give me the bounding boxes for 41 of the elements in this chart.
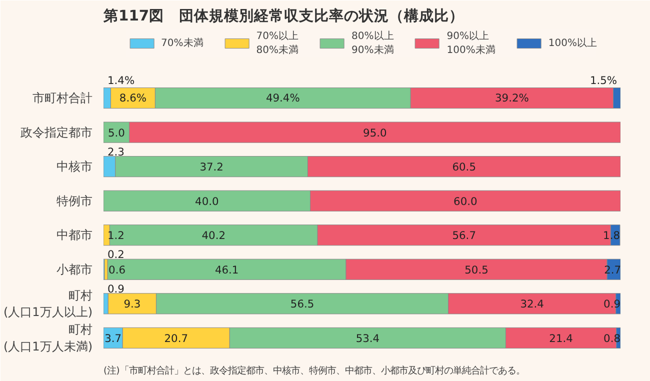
data-label: 2.3 xyxy=(108,145,124,158)
legend-label: 70%以上 80%未満 xyxy=(256,30,299,57)
data-label: 0.2 xyxy=(108,248,124,262)
data-label: 0.9 xyxy=(108,282,125,296)
data-label: 40.0 xyxy=(195,194,219,208)
data-label: 37.2 xyxy=(200,160,224,174)
data-label: 56.7 xyxy=(452,229,476,242)
y-tick-label: 政令指定都市 xyxy=(20,125,92,140)
y-tick-label: 中核市 xyxy=(56,160,92,174)
data-label: 60.0 xyxy=(454,194,478,208)
text: (注)「市町村合計」とは、政令指定都市、中核市、特例市、中都市、小都市及び町村の単純合計である。 xyxy=(104,366,525,376)
legend-label: 80%以上 90%未満 xyxy=(352,30,394,57)
chart-title: 第117図 団体規模別経常収支比率の状況（構成比） xyxy=(102,6,464,24)
legend-label: 90%以上 100%未満 xyxy=(446,30,496,57)
data-label: 32.4 xyxy=(520,298,544,311)
y-tick-label: 市町村合計 xyxy=(32,91,92,106)
data-label: 20.7 xyxy=(164,332,188,345)
data-label: 46.1 xyxy=(214,263,239,276)
legend-label: 100%以上 xyxy=(548,36,597,50)
data-label: 95.0 xyxy=(363,126,388,140)
data-label: 60.5 xyxy=(452,160,476,174)
data-label: 5.0 xyxy=(108,126,126,140)
data-label: 0.6 xyxy=(108,263,126,276)
y-tick-label: 中都市 xyxy=(56,228,92,242)
data-label: 40.2 xyxy=(202,229,226,242)
data-label: 39.2% xyxy=(495,92,529,105)
data-label: 8.6% xyxy=(119,92,147,105)
data-label: 56.5 xyxy=(290,298,314,311)
data-label: 9.3 xyxy=(124,298,141,311)
y-tick-label: 町村 (人口1万人以上) xyxy=(4,288,92,320)
legend-label: 70%未満 xyxy=(161,36,204,50)
data-label: 53.4 xyxy=(356,332,380,345)
data-label: 1.5% xyxy=(590,74,618,87)
y-tick-label: 特例市 xyxy=(56,194,92,208)
data-label: 50.5 xyxy=(464,263,488,276)
data-label: 49.4% xyxy=(266,92,300,105)
data-label: 21.4 xyxy=(549,332,574,345)
y-tick-label: 町村 (人口1万人未満) xyxy=(4,322,92,354)
data-label: 3.7 xyxy=(104,332,122,345)
y-tick-label: 小都市 xyxy=(56,262,92,276)
data-label: 1.4% xyxy=(108,74,135,87)
